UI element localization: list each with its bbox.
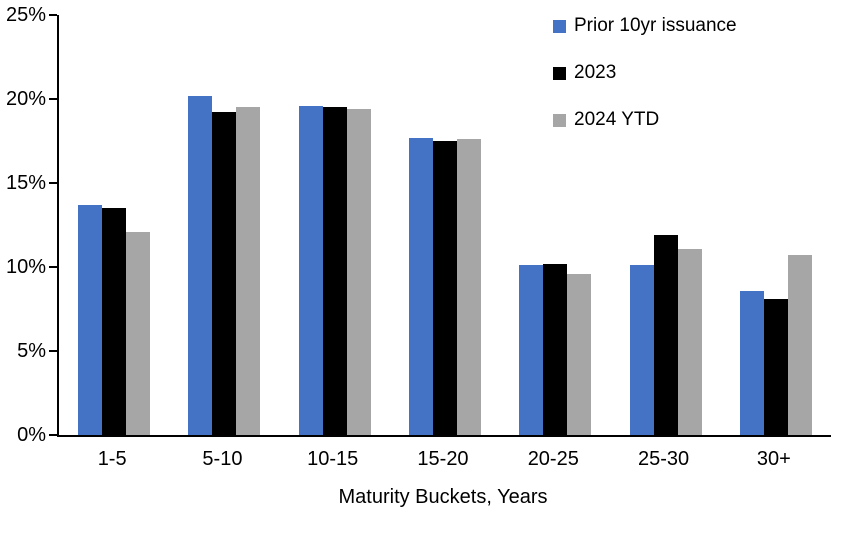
legend-item: 2023 <box>553 62 737 84</box>
x-axis-labels: 1-5 5-10 10-15 15-20 20-25 25-30 30+ <box>57 448 829 470</box>
y-tick-mark <box>49 182 57 184</box>
bar-group <box>721 15 831 435</box>
bar-group <box>280 15 390 435</box>
y-tick-label: 25% <box>5 4 46 26</box>
y-tick-mark <box>49 434 57 436</box>
bar <box>677 249 702 435</box>
bar <box>519 265 544 435</box>
legend-swatch-icon <box>553 66 566 80</box>
y-tick-mark <box>49 14 57 16</box>
y-tick-label: 5% <box>17 340 46 362</box>
legend-label: 2024 YTD <box>574 109 660 130</box>
x-axis-title: Maturity Buckets, Years <box>338 486 548 508</box>
legend-swatch-icon <box>553 113 566 127</box>
bar <box>212 112 237 435</box>
bar <box>126 232 151 435</box>
bar <box>408 138 433 435</box>
bar-group <box>390 15 500 435</box>
x-tick-label: 10-15 <box>307 448 359 470</box>
bar <box>322 107 347 435</box>
bar-group <box>610 15 720 435</box>
bar <box>653 235 678 435</box>
bar <box>298 106 323 435</box>
bar-group <box>169 15 279 435</box>
bar <box>236 107 261 435</box>
bar <box>102 208 127 435</box>
bar <box>432 141 457 435</box>
y-tick-mark <box>49 350 57 352</box>
x-tick-label: 30+ <box>756 448 791 470</box>
x-tick-label: 15-20 <box>417 448 469 470</box>
x-tick-label: 1-5 <box>97 448 127 470</box>
y-tick-mark <box>49 266 57 268</box>
bar <box>346 109 371 435</box>
bar <box>188 96 213 435</box>
plot-area <box>57 15 831 437</box>
bar <box>787 255 812 435</box>
bar <box>739 291 764 435</box>
x-tick-label: 25-30 <box>637 448 690 470</box>
bar-group <box>500 15 610 435</box>
y-tick-label: 0% <box>17 424 46 446</box>
y-tick-label: 20% <box>5 88 46 110</box>
x-tick-label: 5-10 <box>202 448 243 470</box>
legend-item: 2024 YTD <box>553 109 737 131</box>
bar-group <box>59 15 169 435</box>
bar-groups <box>59 15 831 435</box>
bar <box>567 274 592 435</box>
y-tick-label: 15% <box>5 172 46 194</box>
bar <box>763 299 788 435</box>
legend-label: 2023 <box>574 62 617 83</box>
legend-item: Prior 10yr issuance <box>553 15 737 37</box>
x-tick-label: 20-25 <box>527 448 579 470</box>
legend-label: Prior 10yr issuance <box>574 15 737 36</box>
legend-swatch-icon <box>553 19 566 33</box>
bar <box>543 264 568 435</box>
bar <box>78 205 103 435</box>
bar <box>456 139 481 435</box>
bar <box>629 265 654 435</box>
y-tick-mark <box>49 98 57 100</box>
legend: Prior 10yr issuance 2023 2024 YTD <box>553 15 737 131</box>
y-tick-label: 10% <box>5 256 46 278</box>
